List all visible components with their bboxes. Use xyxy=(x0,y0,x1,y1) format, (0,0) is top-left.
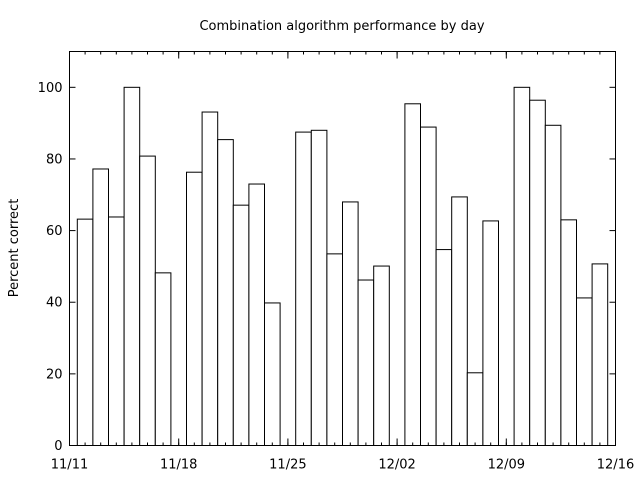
bar xyxy=(76,218,94,446)
bar xyxy=(591,263,609,446)
bar xyxy=(310,129,328,447)
bars-layer xyxy=(76,86,609,447)
bar xyxy=(92,168,110,446)
bar xyxy=(201,111,219,447)
x-tick-label: 12/09 xyxy=(488,458,525,473)
x-tick-label: 11/25 xyxy=(269,458,306,473)
y-axis-label: Percent correct xyxy=(7,199,22,298)
x-tick-label: 11/11 xyxy=(51,458,88,473)
chart-title: Combination algorithm performance by day xyxy=(199,19,484,34)
bar xyxy=(513,86,531,447)
x-tick-label: 12/02 xyxy=(378,458,415,473)
bar xyxy=(139,155,156,447)
x-tick-label: 12/16 xyxy=(597,458,634,473)
x-tick-label: 11/18 xyxy=(160,458,197,473)
bar xyxy=(435,249,453,446)
bar xyxy=(186,171,203,446)
bar xyxy=(466,372,484,446)
bar xyxy=(544,124,562,446)
bar xyxy=(404,103,421,446)
bar xyxy=(295,131,312,446)
bar xyxy=(123,86,141,447)
bar xyxy=(529,99,546,446)
bar xyxy=(357,279,375,446)
y-tick-label: 20 xyxy=(46,367,63,382)
y-tick-label: 60 xyxy=(46,224,63,239)
y-tick-label: 100 xyxy=(38,81,63,96)
bar xyxy=(451,196,468,446)
plot-frame xyxy=(69,51,616,446)
labels-layer: 0 20 40 60 80 100 11/11 11/18 11/25 12/02 12/09 12/… xyxy=(38,81,635,473)
bar xyxy=(342,201,359,446)
bar xyxy=(264,302,281,446)
bar xyxy=(373,265,390,446)
bar xyxy=(326,253,343,446)
bar xyxy=(154,272,172,446)
bar xyxy=(560,219,578,446)
bar xyxy=(420,126,437,447)
bar xyxy=(248,183,265,446)
y-tick-label: 0 xyxy=(54,439,62,454)
y-tick-label: 40 xyxy=(46,296,63,311)
y-tick-label: 80 xyxy=(46,152,63,167)
bar xyxy=(482,220,499,446)
bar xyxy=(576,297,593,446)
bar xyxy=(232,204,250,446)
bar xyxy=(108,216,125,446)
bar xyxy=(217,139,234,446)
